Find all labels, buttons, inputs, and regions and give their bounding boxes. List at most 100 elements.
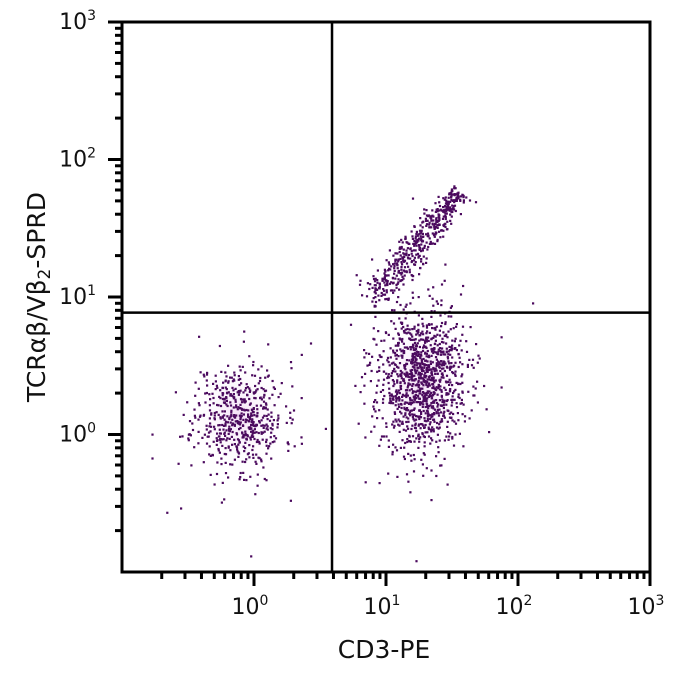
data-point (395, 258, 398, 261)
data-point (407, 375, 410, 378)
data-point (371, 300, 374, 303)
data-point (264, 402, 268, 405)
data-point (265, 438, 268, 441)
data-point (430, 402, 433, 405)
data-point (386, 376, 389, 380)
data-point (424, 394, 427, 397)
data-point (432, 379, 435, 382)
x-tick-label: 103 (628, 593, 665, 620)
data-point (407, 440, 410, 443)
data-point (440, 364, 444, 367)
data-point (433, 408, 437, 411)
data-point (395, 389, 398, 392)
data-point (411, 346, 414, 349)
data-point (408, 373, 411, 376)
data-point (411, 197, 415, 200)
data-point (402, 351, 405, 354)
data-point (416, 238, 419, 241)
data-point (424, 217, 427, 220)
data-point (398, 362, 402, 365)
data-point (437, 195, 440, 198)
data-point (420, 237, 423, 240)
data-point (358, 283, 362, 286)
data-point (429, 240, 432, 243)
data-point (436, 333, 439, 336)
data-point (408, 396, 412, 400)
data-point (413, 366, 416, 369)
data-point (399, 410, 402, 413)
data-point (215, 439, 219, 442)
data-point (421, 226, 424, 229)
data-point (427, 355, 430, 358)
data-point (248, 444, 251, 447)
data-point (193, 414, 196, 417)
data-point (194, 394, 197, 397)
x-tick-label: 101 (364, 593, 401, 620)
data-point (255, 453, 258, 456)
data-point (410, 252, 413, 255)
data-point (441, 401, 444, 404)
data-point (442, 341, 445, 344)
data-point (389, 347, 392, 350)
data-point (447, 203, 450, 206)
data-point (233, 414, 236, 417)
data-point (250, 408, 253, 411)
data-point (387, 439, 390, 442)
data-point (422, 403, 425, 406)
data-point (401, 395, 404, 398)
data-point (423, 364, 426, 367)
data-point (410, 249, 413, 252)
data-point (402, 248, 405, 251)
data-point (452, 372, 455, 375)
data-point (427, 428, 430, 431)
data-point (407, 402, 411, 405)
data-point (262, 407, 265, 410)
data-point (454, 361, 457, 364)
data-point (385, 297, 388, 301)
data-point (433, 370, 436, 373)
data-point (407, 384, 410, 387)
data-point (261, 438, 264, 441)
data-point (378, 286, 381, 289)
data-point (224, 379, 227, 382)
data-point (236, 450, 239, 453)
data-point (248, 426, 252, 429)
data-point (411, 260, 414, 263)
data-point (449, 388, 452, 391)
data-point (300, 442, 303, 445)
data-point (400, 265, 403, 269)
data-point (442, 209, 446, 212)
data-point (376, 417, 379, 420)
data-point (450, 347, 454, 350)
data-point (218, 428, 221, 431)
data-point (213, 425, 216, 428)
data-point (418, 372, 421, 375)
data-point (449, 306, 452, 309)
data-point (411, 384, 414, 388)
y-axis-ticks (108, 20, 122, 533)
data-point (268, 397, 271, 400)
data-point (446, 355, 449, 358)
data-point (429, 368, 432, 371)
data-point (205, 428, 208, 431)
data-point (233, 371, 236, 374)
data-point (373, 280, 377, 283)
data-point (425, 352, 428, 355)
data-point (256, 438, 259, 442)
data-point (432, 394, 435, 397)
x-tick-label: 100 (232, 593, 269, 620)
data-point (382, 288, 385, 291)
data-point (239, 476, 242, 479)
data-point (400, 350, 403, 353)
data-point (261, 416, 265, 419)
data-point (248, 397, 251, 401)
data-point (393, 269, 396, 272)
data-point (401, 241, 404, 244)
data-point (438, 216, 441, 219)
data-point (291, 418, 294, 421)
data-point (241, 436, 244, 439)
data-point (388, 282, 392, 285)
data-point (387, 381, 390, 385)
data-point (245, 383, 248, 386)
data-point (413, 325, 416, 328)
